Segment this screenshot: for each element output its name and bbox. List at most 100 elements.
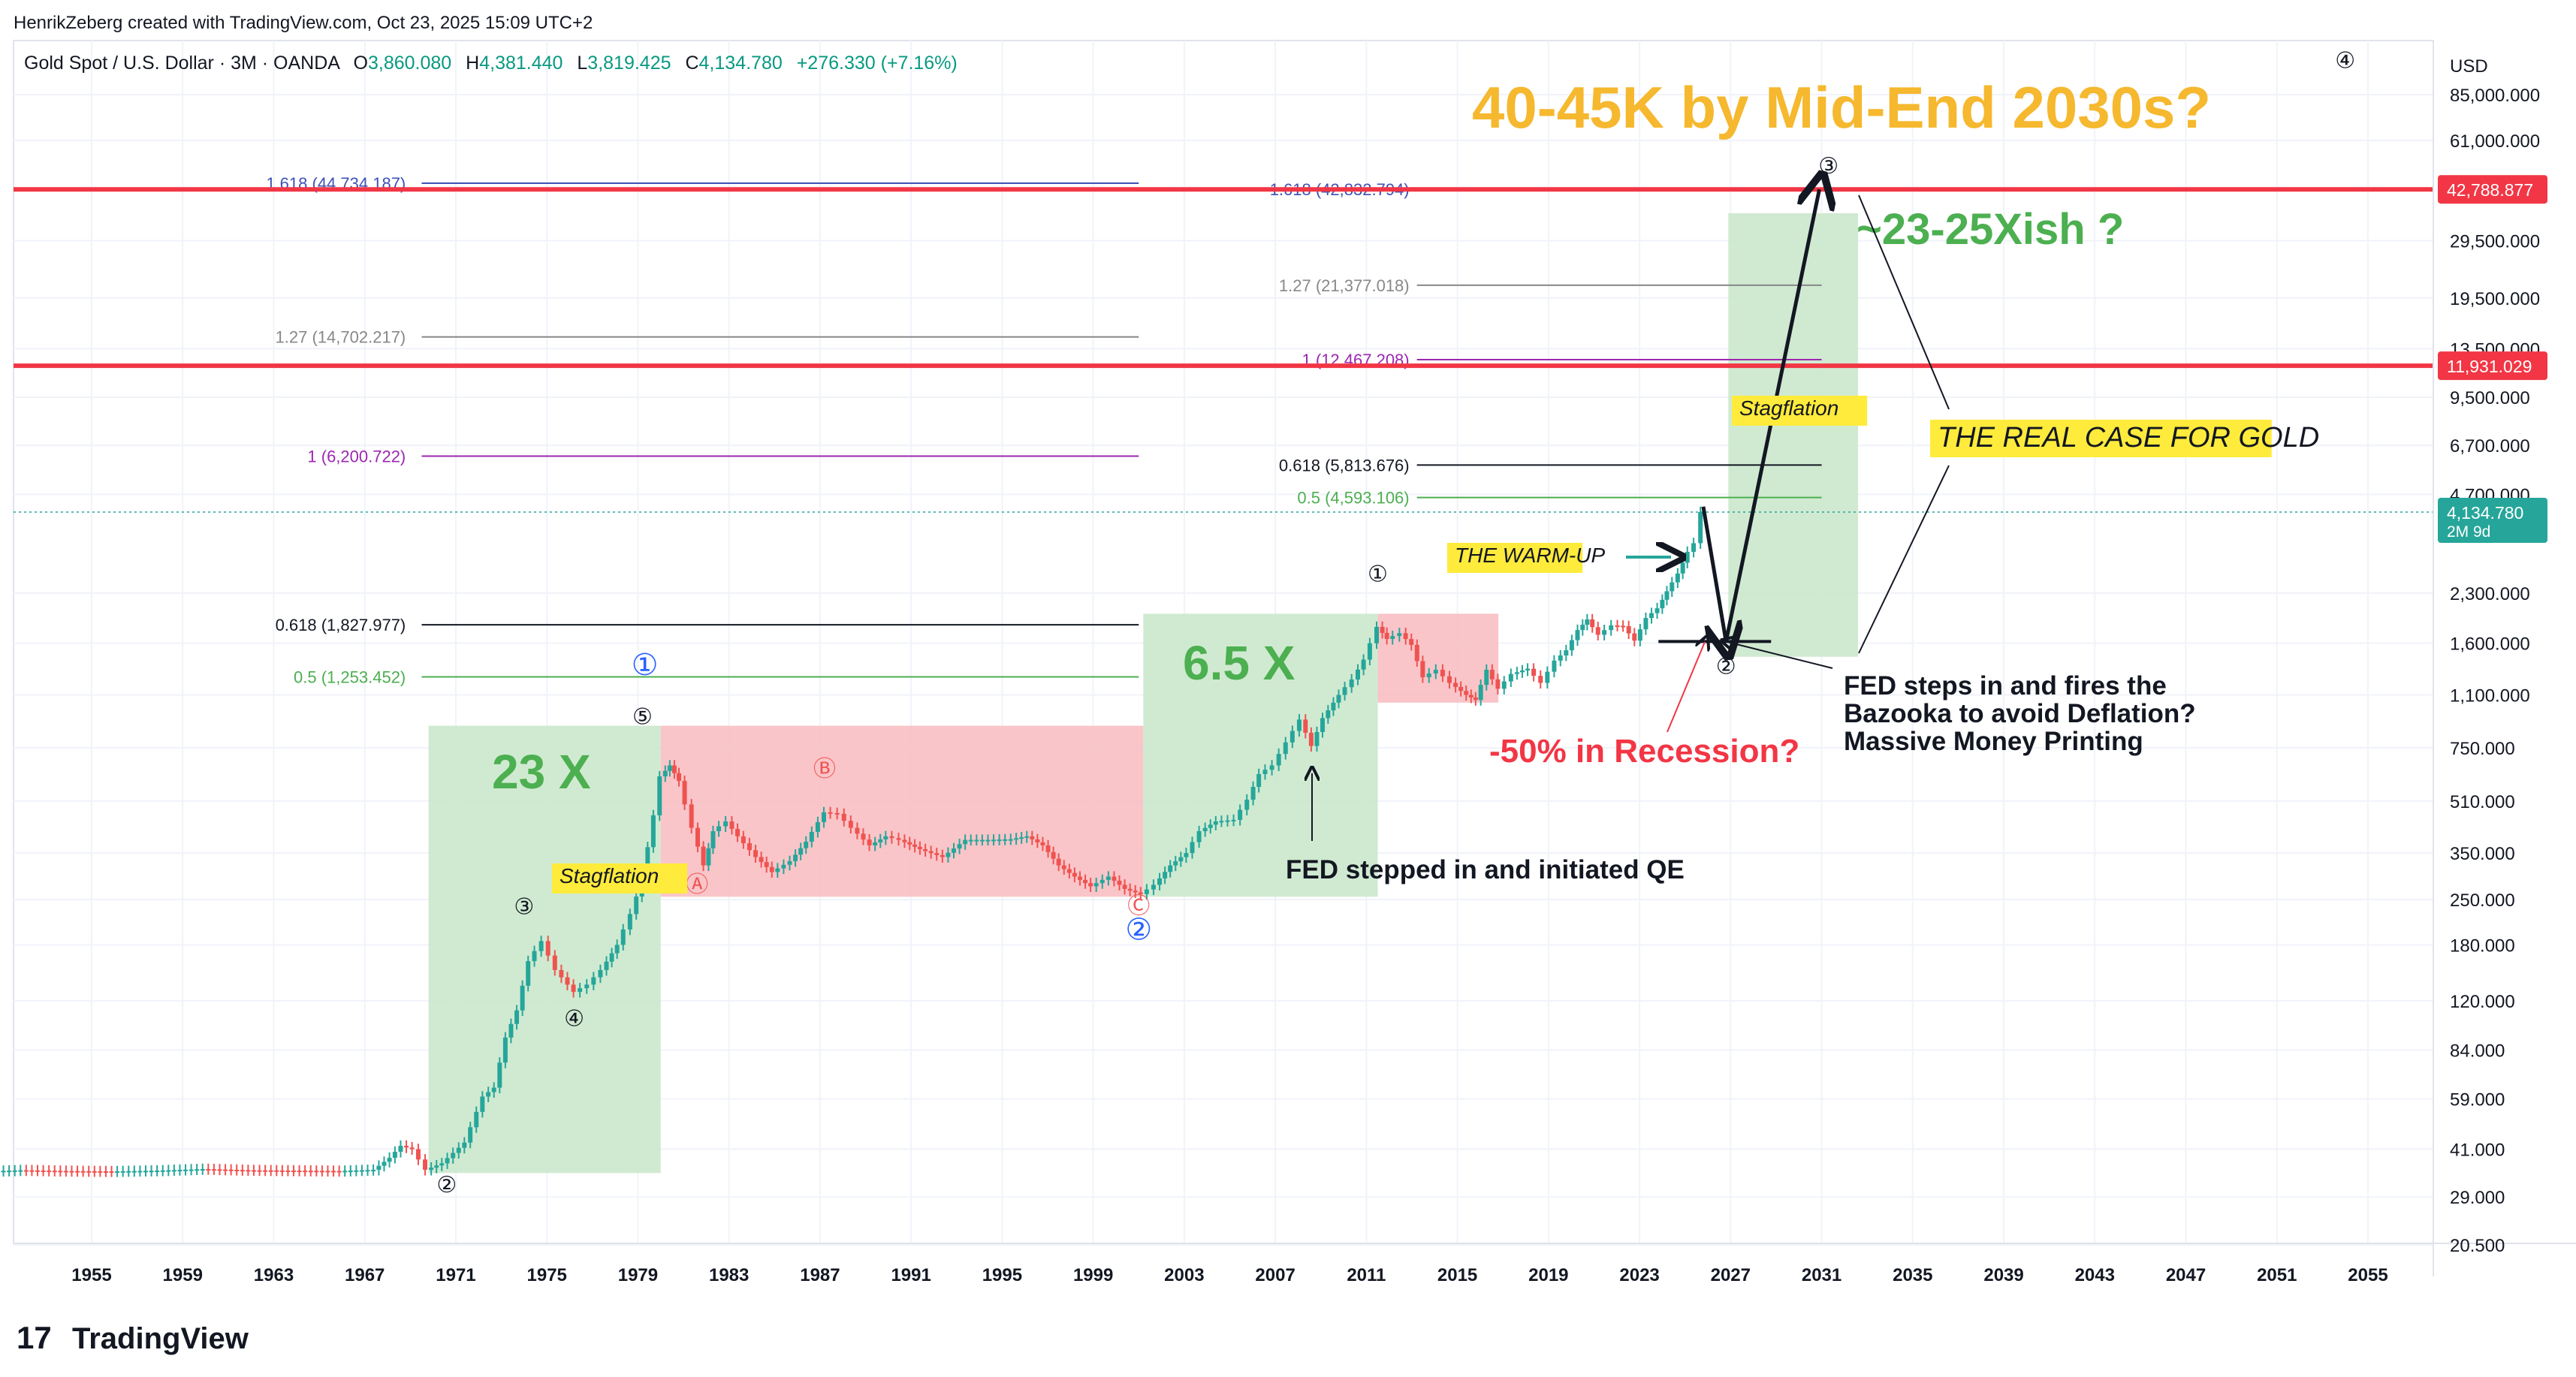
wave-label: ⑤ [632,704,653,729]
candle-body [957,844,962,849]
candle-body [1326,710,1331,719]
candle-body [1283,742,1288,755]
y-tick-label: 350.000 [2450,844,2515,864]
y-axis[interactable]: 85,000.000 61,000.000 29,500.000 19,500.000… [2450,86,2540,1256]
candle-body [1632,633,1637,641]
candle-body [41,1170,46,1172]
candle-body [1088,883,1093,887]
candle-body [1256,773,1262,788]
candle-body [29,1170,35,1172]
fib-levels: 1.618 (44,734.187)1.27 (14,702.217)1 (6,… [14,174,2433,687]
candle-body [723,821,728,827]
projection-down-arrow [1701,506,1726,642]
stagflation-label-1-text: Stagflation [560,864,659,887]
candle-body [1643,618,1648,630]
candle-body [149,1171,154,1173]
candle-body [565,977,570,985]
candle-body [1585,619,1590,625]
candle-body [365,1170,370,1172]
candle-body [538,941,544,951]
candle-body [974,839,979,842]
candle-body [160,1170,165,1172]
candle-body [1045,845,1051,852]
candle-body [115,1171,120,1174]
candle-body [1040,842,1045,845]
candle-body [1173,861,1178,866]
candle-body [1580,625,1585,631]
candle-body [775,868,780,872]
candle-body [1051,851,1056,859]
candle-body [86,1171,92,1173]
candle-body [545,941,550,956]
candle-body [1621,625,1626,628]
candle-body [951,848,956,853]
candle-body [1691,543,1697,552]
fed-bazooka-line-2: Bazooka to avoid Deflation? [1844,699,2196,728]
real-case-label-text: THE REAL CASE FOR GOLD [1938,422,2319,453]
candle-body [1331,702,1336,711]
candle-body [468,1127,473,1143]
candle-body [1008,839,1013,841]
candle-body [1508,673,1513,682]
candle-body [571,984,576,993]
candle-body [319,1171,324,1173]
x-tick-label: 2039 [1983,1265,2023,1285]
candle-body [662,770,668,776]
candle-body [1453,682,1458,687]
candle-body [297,1171,302,1173]
x-axis[interactable]: 1955 1959 1963 1967 1971 1975 1979 1983 1987 1991… [71,1265,2387,1285]
candle-body [701,846,706,866]
symbol-name: Gold Spot / U.S. Dollar · 3M · OANDA [24,53,340,74]
fed-bazooka-line-3: Massive Money Printing [1844,727,2143,756]
candle-body [676,773,681,782]
candle-body [1035,839,1040,842]
stagflation-label-2-text: Stagflation [1739,396,1838,420]
price-badge [2438,498,2547,544]
y-tick-label: 9,500.000 [2450,388,2530,408]
candle-body [285,1170,291,1172]
candle-body [392,1152,397,1159]
candle-body [1303,719,1308,733]
candle-body [1403,633,1408,640]
candle-body [18,1170,23,1172]
candle-body [764,862,769,867]
candle-body [598,969,603,978]
currency-label[interactable]: USD [2450,56,2488,77]
candle-body [1545,671,1550,683]
y-tick-label: 59.000 [2450,1090,2505,1110]
candle-body [1184,853,1189,857]
tradingview-logo: 17 TradingView [17,1320,249,1355]
candle-body [735,828,741,836]
x-tick-label: 2003 [1164,1265,1204,1285]
candle-body [1290,731,1295,743]
candle-body [1489,670,1495,679]
candle-body [1397,633,1402,637]
wave-label: ① [1368,562,1388,587]
price-badge-label: 11,931.029 [2447,357,2532,376]
price-badge-label: 42,788.877 [2447,180,2533,200]
y-tick-label: 61,000.000 [2450,131,2540,152]
price-badge [2438,175,2547,204]
credit-line: HenrikZeberg created with TradingView.co… [14,13,593,33]
annotations: 40-45K by Mid-End 2030s? 23 X 6.5 X ~23-25X… [492,74,2319,893]
real-case-label-bg [1930,420,2272,457]
candle-body [828,812,833,814]
x-tick-label: 2027 [1711,1265,1751,1285]
candle-body [12,1170,17,1172]
headline-title: 40-45K by Mid-End 2030s? [1472,74,2211,140]
candle-body [92,1171,97,1173]
candle-body [1414,644,1419,661]
candle-body [445,1158,450,1164]
x-tick-label: 2015 [1437,1265,1477,1285]
stagflation-label-1-bg [552,863,688,893]
candle-body [695,827,701,847]
fib-label: 1.27 (14,702.217) [276,328,406,347]
candle-body [855,827,860,834]
candle-body [1138,892,1143,894]
candle-body [834,812,840,815]
candle-body [1367,643,1372,660]
candle-body [1538,676,1543,683]
candle-body [645,847,650,879]
candle-body [508,1023,514,1038]
